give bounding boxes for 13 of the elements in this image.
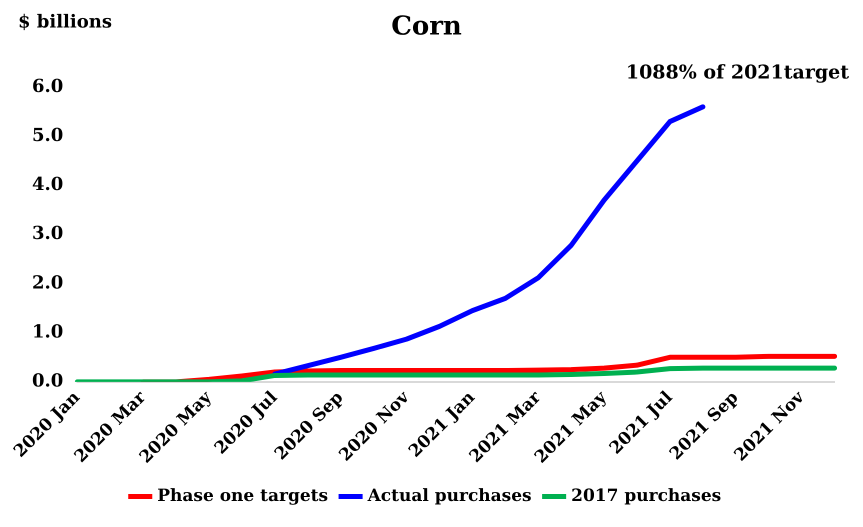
- y-tick-label: 2.0: [32, 272, 64, 294]
- y-tick-label: 5.0: [32, 124, 64, 146]
- y-tick-label: 6.0: [32, 76, 64, 97]
- y-tick-label: 1.0: [32, 321, 64, 342]
- y-tick-label: 4.0: [32, 174, 64, 196]
- y-tick-label: 0.0: [32, 370, 64, 392]
- legend-label: 2017 purchases: [571, 486, 722, 506]
- legend-label: Phase one targets: [157, 486, 328, 506]
- legend-label: Actual purchases: [366, 486, 532, 506]
- y-axis-title: $ billions: [18, 12, 112, 33]
- text: 1088% of 2021target: [626, 62, 850, 84]
- y-tick-label: 3.0: [32, 223, 64, 244]
- chart-title: Corn: [391, 11, 462, 42]
